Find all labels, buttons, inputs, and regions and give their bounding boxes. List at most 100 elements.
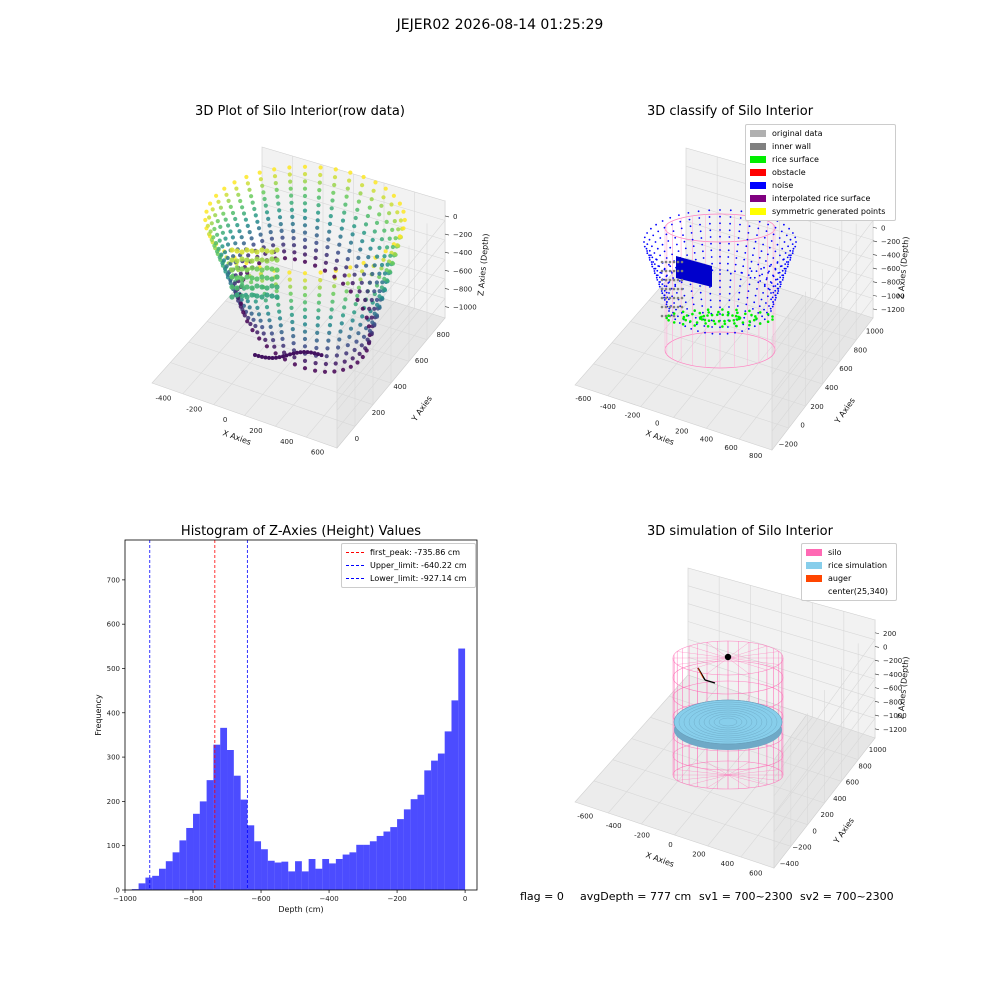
p2-inner-wall-point <box>660 260 664 264</box>
histogram-bar <box>254 841 262 890</box>
p1-data-point <box>273 351 278 356</box>
histogram-bar <box>295 861 302 890</box>
p1-data-point <box>259 284 265 290</box>
p3-y-tick: 0 <box>116 887 120 895</box>
p1-data-point <box>245 299 250 304</box>
p1-data-point <box>343 297 348 302</box>
p1-data-point <box>382 276 387 281</box>
p1-data-point <box>244 174 249 180</box>
p2-noise-point <box>738 291 741 294</box>
p2-noise-point <box>754 294 757 297</box>
p4-axes-box: -600-400-2000200400600−400−2000200400600… <box>574 567 911 877</box>
p2-noise-point <box>772 274 774 277</box>
p1-data-point <box>342 359 347 364</box>
p1-data-point <box>328 214 333 219</box>
p4-grid-line <box>687 585 876 779</box>
p2-noise-point <box>785 267 787 270</box>
p2-noise-point <box>739 285 741 287</box>
p1-data-point <box>267 355 271 360</box>
p2-noise-point <box>665 303 668 306</box>
p2-noise-point <box>776 261 779 263</box>
p1-data-point <box>220 230 225 235</box>
p2-noise-point <box>679 305 682 308</box>
p2-noise-point <box>752 308 754 310</box>
p1-data-point <box>327 229 332 234</box>
p2-noise-point <box>665 233 668 236</box>
p2-noise-point <box>665 291 668 294</box>
p1-data-point <box>390 244 395 250</box>
p2-noise-point <box>701 305 704 307</box>
p1-data-point <box>247 230 252 235</box>
p2-noise-point <box>648 238 651 241</box>
p2-y-tick: 800 <box>854 346 867 354</box>
p2-noise-point <box>745 245 748 248</box>
p2-inner-wall-point <box>668 260 672 264</box>
p2-x-tick: 400 <box>700 436 713 444</box>
p2-noise-point <box>729 279 732 282</box>
p1-data-point <box>292 362 297 367</box>
p2-noise-point <box>740 210 743 213</box>
p2-z-tick-mark <box>872 240 878 243</box>
histogram-bar <box>227 750 234 890</box>
p2-noise-point <box>768 246 771 249</box>
p2-noise-point <box>709 299 712 302</box>
p2-noise-point <box>772 257 775 259</box>
p1-data-point <box>348 326 354 331</box>
p2-noise-point <box>655 274 658 277</box>
p1-data-point <box>287 270 292 275</box>
p1-data-point <box>340 218 346 223</box>
panel4-legend: silo rice simulation auger center(25,340) <box>801 543 897 601</box>
p2-y-tick: 400 <box>825 384 838 392</box>
p2-noise-point <box>787 263 789 266</box>
p1-data-point <box>371 188 376 193</box>
p1-x-tick: 0 <box>223 416 227 424</box>
p1-data-point <box>280 336 285 341</box>
p1-data-point <box>323 361 328 367</box>
p2-rice-surface-point <box>682 315 686 319</box>
p1-data-point <box>229 274 235 280</box>
p2-noise-point <box>689 225 692 228</box>
p2-noise-point <box>728 229 731 232</box>
p1-data-point <box>316 195 321 200</box>
p2-inner-wall-point <box>672 314 676 318</box>
p2-noise-point <box>770 292 772 294</box>
p1-data-point <box>257 261 262 266</box>
p4-silo-radial <box>689 774 729 786</box>
p1-data-point <box>302 366 308 371</box>
p1-data-point <box>327 323 333 328</box>
p4-x-label: X Axies <box>644 850 675 869</box>
p1-data-point <box>264 258 270 264</box>
p1-y-tick: 400 <box>393 383 406 391</box>
p1-z-tick: −200 <box>453 231 472 239</box>
p2-noise-point <box>710 306 712 308</box>
p4-z-tick-mark <box>874 659 880 662</box>
p1-data-point <box>367 280 372 285</box>
p2-rice-surface-point <box>689 320 692 323</box>
p1-data-point <box>220 244 225 249</box>
p1-data-point <box>279 228 284 233</box>
p1-data-point <box>302 259 308 264</box>
p2-noise-point <box>697 210 700 213</box>
p1-data-point <box>372 229 377 234</box>
p2-noise-point <box>663 226 666 229</box>
p4-y-tick: 800 <box>858 762 871 770</box>
p1-data-point <box>381 195 386 200</box>
p2-noise-point <box>769 281 772 283</box>
legend-label: obstacle <box>772 168 806 177</box>
p1-data-point <box>253 323 258 329</box>
p1-data-point <box>249 311 254 316</box>
p2-noise-point <box>748 225 751 228</box>
p1-data-point <box>315 323 320 328</box>
p1-data-point <box>244 257 250 263</box>
p1-data-point <box>228 261 233 266</box>
p2-noise-point <box>658 285 661 288</box>
p1-data-point <box>391 193 396 198</box>
p2-noise-point <box>646 250 648 252</box>
p1-data-point <box>274 284 280 290</box>
p1-data-point <box>263 203 268 208</box>
p1-data-point <box>266 311 271 316</box>
p1-data-point <box>277 208 282 213</box>
sv2-text: sv2 = 700~2300 <box>800 890 894 903</box>
